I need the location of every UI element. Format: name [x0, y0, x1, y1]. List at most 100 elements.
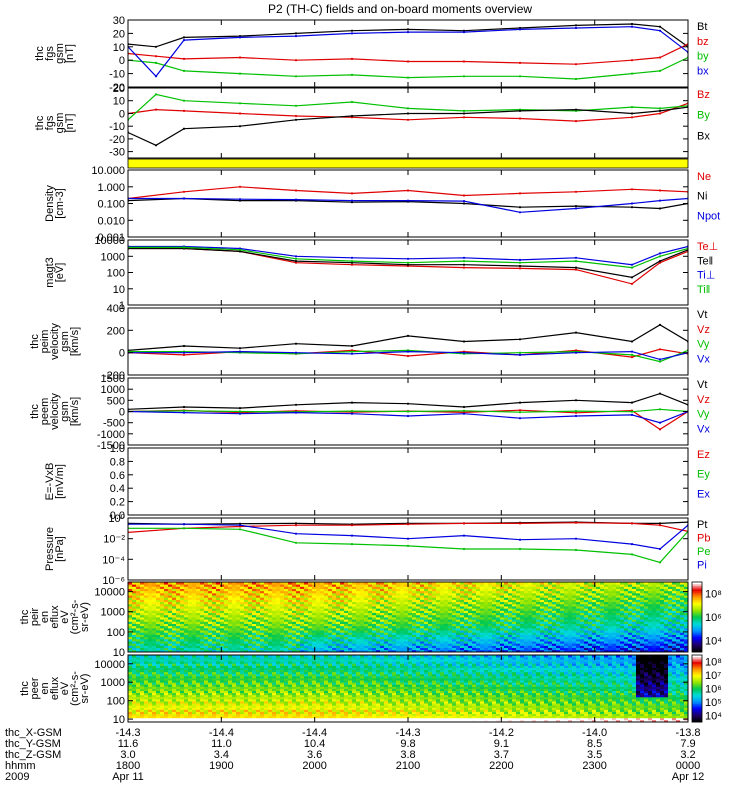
spectrogram-cell [348, 641, 353, 644]
spectrogram-cell [584, 641, 589, 644]
spectrogram-cell [196, 614, 201, 618]
spectrogram-cell [416, 649, 421, 653]
spectrogram-cell [228, 610, 233, 614]
spectrogram-cell [576, 597, 581, 600]
spectrogram-cell [396, 612, 401, 616]
spectrogram-cell [520, 647, 525, 651]
spectrogram-cell [224, 625, 229, 629]
spectrogram-cell [312, 634, 317, 638]
spectrogram-cell [548, 630, 553, 633]
spectrogram-cell [304, 623, 309, 627]
spectrogram-cell [172, 608, 177, 611]
spectrogram-cell [572, 630, 577, 633]
spectrogram-cell [220, 641, 225, 644]
spectrogram-cell [520, 630, 525, 633]
spectrogram-cell [500, 592, 505, 596]
spectrogram-cell [636, 603, 641, 607]
spectrogram-cell [408, 636, 413, 640]
spectrogram-cell [204, 608, 209, 611]
spectrogram-cell [488, 630, 493, 633]
spectrogram-cell [504, 606, 509, 609]
spectrogram-cell [308, 621, 313, 624]
spectrogram-cell [608, 641, 613, 644]
spectrogram-cell [444, 614, 449, 618]
spectrogram-cell [432, 621, 437, 624]
spectrogram-cell [516, 625, 521, 629]
spectrogram-cell [244, 647, 249, 651]
spectrogram-cell [552, 606, 557, 609]
spectrogram-cell [184, 610, 189, 614]
spectrogram-cell [324, 584, 329, 587]
spectrogram-cell [148, 621, 153, 624]
spectrogram-cell [664, 632, 669, 635]
spectrogram-cell [288, 612, 293, 616]
spectrogram-cell [560, 619, 565, 622]
spectrogram-cell [160, 645, 165, 649]
spectrogram-cell [652, 588, 657, 592]
spectrogram-cell [632, 590, 637, 594]
spectrogram-cell [344, 643, 349, 646]
spectrogram-cell [240, 647, 245, 651]
spectrogram-cell [576, 643, 581, 646]
spectrogram-cell [248, 627, 253, 631]
spectrogram-cell [272, 597, 277, 600]
spectrogram-cell [608, 645, 613, 649]
spectrogram-cell [576, 627, 581, 631]
spectrogram-cell [476, 608, 481, 611]
spectrogram-cell [164, 643, 169, 646]
spectrogram-cell [364, 588, 369, 592]
spectrogram-cell [212, 610, 217, 614]
spectrogram-cell [316, 645, 321, 649]
spectrogram-cell [140, 608, 145, 611]
spectrogram-cell [404, 612, 409, 616]
spectrogram-cell [504, 634, 509, 638]
spectrogram-cell [520, 641, 525, 644]
spectrogram-cell [312, 601, 317, 605]
spectrogram-cell [332, 636, 337, 640]
spectrogram-cell [484, 586, 489, 589]
spectrogram-cell [184, 645, 189, 649]
spectrogram-cell [560, 606, 565, 609]
spectrogram-cell [548, 621, 553, 624]
spectrogram-cell [172, 601, 177, 605]
spectrogram-cell [232, 606, 237, 609]
spectrogram-cell [396, 619, 401, 622]
spectrogram-cell [180, 632, 185, 635]
spectrogram-cell [468, 590, 473, 594]
spectrogram-cell [604, 592, 609, 596]
spectrogram-cell [284, 597, 289, 600]
spectrogram-cell [340, 597, 345, 600]
spectrogram-cell [440, 619, 445, 622]
spectrogram-cell [616, 636, 621, 640]
spectrogram-cell [236, 627, 241, 631]
spectrogram-cell [512, 595, 517, 598]
spectrogram-cell [496, 608, 501, 611]
spectrogram-cell [160, 601, 165, 605]
spectrogram-cell [164, 597, 169, 600]
spectrogram-cell [352, 621, 357, 624]
spectrogram-cell [172, 606, 177, 609]
spectrogram-cell [424, 638, 429, 642]
spectrogram-cell [388, 588, 393, 592]
spectrogram-cell [564, 601, 569, 605]
spectrogram-cell [404, 627, 409, 631]
data-point [518, 522, 522, 525]
spectrogram-cell [228, 621, 233, 624]
spectrogram-cell [252, 608, 257, 611]
spectrogram-cell [380, 599, 385, 603]
spectrogram-cell [296, 621, 301, 624]
spectrogram-cell [596, 601, 601, 605]
spectrogram-cell [128, 582, 133, 585]
spectrogram-cell [412, 610, 417, 614]
spectrogram-cell [344, 619, 349, 622]
spectrogram-cell [608, 582, 613, 585]
data-point [630, 106, 634, 109]
spectrogram-cell [184, 608, 189, 611]
spectrogram-cell [444, 584, 449, 587]
spectrogram-cell [368, 599, 373, 603]
spectrogram-cell [492, 649, 497, 653]
spectrogram-cell [512, 617, 517, 620]
spectrogram-cell [496, 601, 501, 605]
spectrogram-cell [644, 623, 649, 627]
spectrogram-cell [360, 614, 365, 618]
